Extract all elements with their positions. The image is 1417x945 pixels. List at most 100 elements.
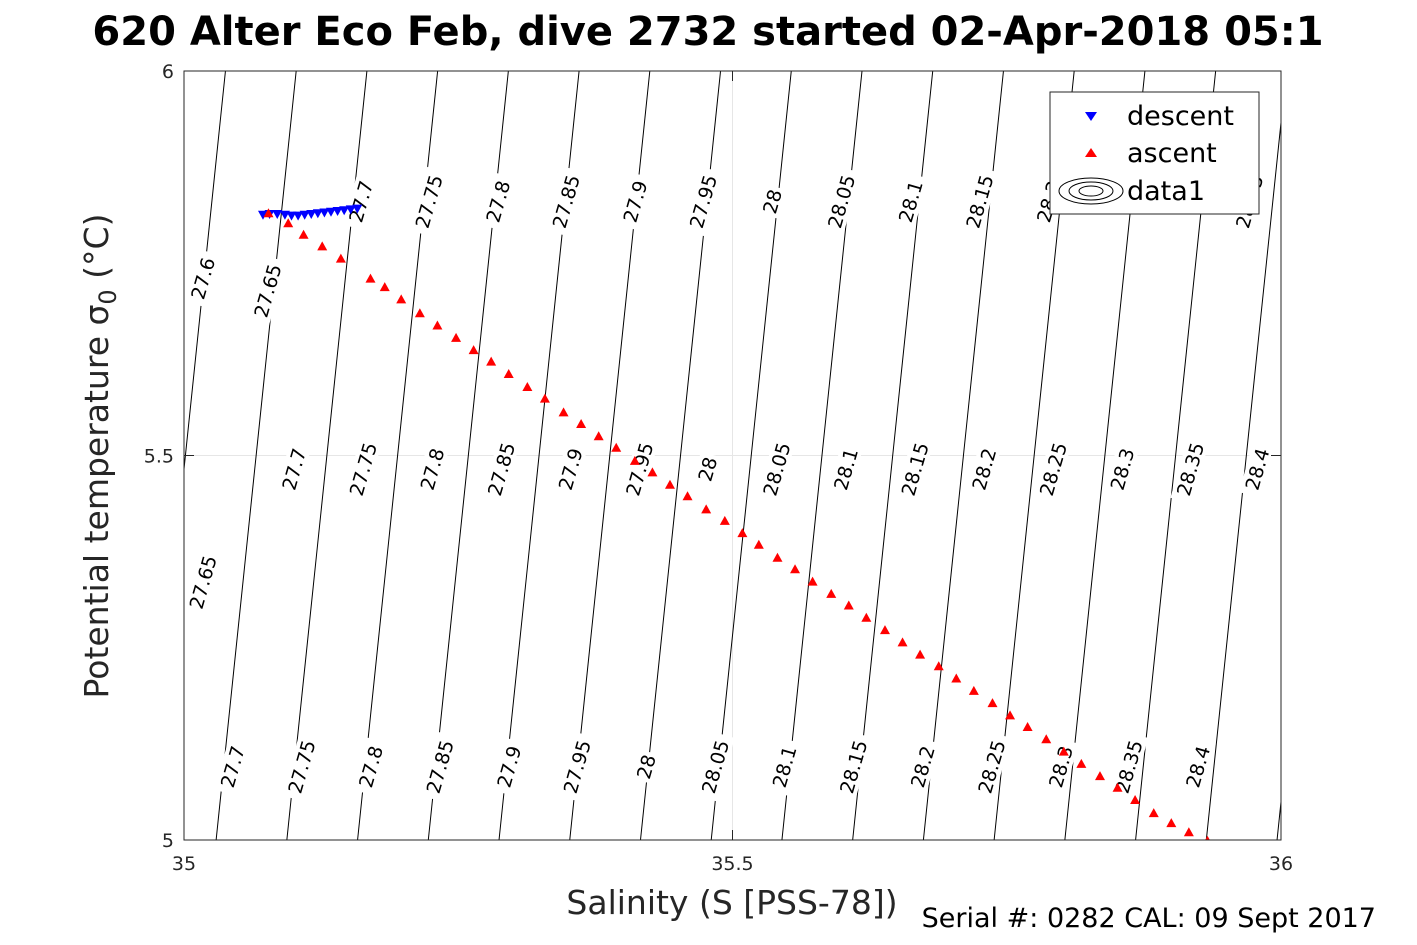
isopycnal-label-bg <box>409 166 449 237</box>
y-axis-label-main: Potential temperature σ <box>77 305 116 699</box>
legend: descent ascent data1 <box>1049 91 1260 215</box>
ascent-point <box>1005 710 1016 720</box>
ascent-point <box>933 661 944 671</box>
isopycnal-label-bg <box>965 440 1002 499</box>
descent-point <box>299 210 310 220</box>
isopycnal-label-bg <box>1238 440 1276 499</box>
ascent-point <box>486 356 497 366</box>
descent-point <box>325 207 336 217</box>
isopycnal-label-bg <box>766 737 803 796</box>
isopycnal-label-bg <box>479 172 516 231</box>
ascent-point <box>719 515 730 525</box>
descent-point <box>272 210 283 220</box>
isopycnal-label-bg <box>619 434 660 504</box>
ascent-point <box>468 345 479 355</box>
ascent-point <box>1205 835 1210 840</box>
ascent-point <box>335 253 346 263</box>
isopycnal-label-bg <box>352 737 389 796</box>
isopycnal-line <box>215 71 297 840</box>
ascent-point <box>1058 746 1069 756</box>
x-tick-label: 35 <box>172 853 196 875</box>
isopycnal-label-bg <box>1033 434 1073 504</box>
isopycnal-label-bg <box>683 166 723 237</box>
isopycnal-label-bg <box>490 737 527 796</box>
ascent-point <box>772 552 783 562</box>
isopycnal-label-bg <box>281 731 322 802</box>
isopycnal-label-bg <box>342 172 379 231</box>
isopycnal-label-bg <box>757 184 787 219</box>
isopycnal-label-bg <box>959 166 1000 237</box>
legend-ascent-label: ascent <box>1127 138 1217 169</box>
ascent-point <box>1130 795 1141 805</box>
isopycnal-label-bg <box>695 731 735 802</box>
isopycnal-label-bg <box>275 440 312 499</box>
isopycnal-label: 28 <box>631 749 661 785</box>
ascent-point <box>283 218 294 228</box>
isopycnal-label-bg <box>420 731 460 802</box>
y-axis-label: Potential temperature σ0 (°C) <box>77 214 122 699</box>
ascent-point <box>826 588 837 598</box>
isopycnal-label-bg <box>343 434 383 504</box>
axis-ticks: 35 35.5 36 5 5.5 6 <box>144 61 1293 875</box>
ascent-point <box>682 491 693 501</box>
isopycnal-label-bg <box>481 434 521 504</box>
ascent-point <box>558 407 569 417</box>
isopycnal-label-bg <box>184 249 221 308</box>
isopycnal-label-bg <box>827 440 864 499</box>
ascent-point <box>843 600 854 610</box>
x-tick-label: 36 <box>1269 853 1293 875</box>
legend-box <box>1049 91 1260 215</box>
ascent-point <box>807 576 818 586</box>
ascent-point <box>503 368 514 378</box>
y-tick-label: 5 <box>162 830 174 852</box>
ascent-point <box>1112 782 1123 792</box>
isopycnal-label-bg <box>1108 731 1149 802</box>
ascent-point <box>897 637 908 647</box>
ascent-point <box>522 382 533 392</box>
isopycnal-label-bg <box>1104 440 1141 499</box>
isopycnal-label-bg <box>1179 737 1216 796</box>
descent-point <box>345 205 356 215</box>
isopycnal-label-bg <box>631 749 661 785</box>
ascent-point <box>790 564 801 574</box>
descent-point <box>286 211 297 221</box>
data-series <box>257 204 1210 840</box>
isopycnal-label-bg <box>552 440 589 499</box>
descent-point <box>257 210 268 220</box>
isopycnal-label-bg <box>616 172 654 231</box>
descent-point <box>339 206 350 216</box>
isopycnal-label-bg <box>183 547 223 617</box>
ascent-point <box>701 504 712 514</box>
ascent-point <box>539 393 550 403</box>
descent-point <box>306 210 317 220</box>
x-tick-label: 35.5 <box>711 853 753 875</box>
descent-point <box>332 206 343 216</box>
isopycnal-label-bg <box>557 731 597 802</box>
ascent-point <box>968 685 979 695</box>
ascent-point <box>647 467 658 477</box>
ascent-point <box>432 320 443 330</box>
ascent-point <box>1094 771 1105 781</box>
ascent-point <box>1041 734 1052 744</box>
ascent-point <box>915 649 926 659</box>
ascent-point <box>1022 721 1033 731</box>
y-tick-label: 5.5 <box>144 446 174 468</box>
ascent-point <box>737 528 748 538</box>
isopycnal-label-bg <box>833 731 873 802</box>
ascent-point <box>414 308 425 318</box>
ascent-point <box>317 241 328 251</box>
ascent-point <box>365 273 376 283</box>
serial-cal-info: Serial #: 0282 CAL: 09 Sept 2017 <box>922 903 1376 934</box>
isopycnal-label-bg <box>895 434 935 504</box>
legend-descent-marker <box>1085 112 1097 121</box>
isopycnal-label-bg <box>1170 434 1210 504</box>
ascent-point <box>451 332 462 342</box>
ascent-point <box>1183 827 1194 837</box>
isopycnal-label-bg <box>414 440 451 499</box>
y-axis-label-subscript: 0 <box>94 289 122 304</box>
legend-contour-icon <box>1058 177 1124 205</box>
x-axis-label: Salinity (S [PSS-78]) <box>566 883 897 922</box>
legend-descent-label: descent <box>1127 101 1234 132</box>
chart-title: 620 Alter Eco Feb, dive 2732 started 02-… <box>92 9 1323 55</box>
isopycnal-label-bg <box>756 434 797 504</box>
